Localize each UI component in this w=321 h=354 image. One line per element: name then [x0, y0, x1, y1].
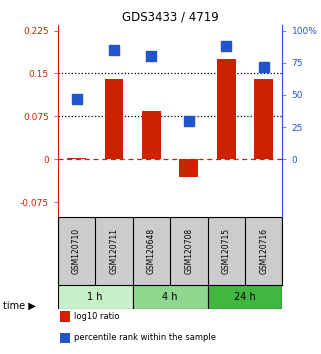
- Title: GDS3433 / 4719: GDS3433 / 4719: [122, 11, 219, 24]
- Bar: [133, 285, 208, 309]
- Text: GSM120711: GSM120711: [109, 228, 118, 274]
- Text: GSM120648: GSM120648: [147, 228, 156, 274]
- Bar: [60, 312, 70, 322]
- Point: [74, 96, 79, 102]
- Point: [186, 118, 191, 124]
- Bar: [60, 333, 70, 343]
- Text: log10 ratio: log10 ratio: [74, 312, 119, 321]
- Bar: [67, 158, 86, 159]
- Text: 1 h: 1 h: [88, 292, 103, 302]
- Text: GSM120715: GSM120715: [222, 228, 231, 274]
- Bar: [142, 111, 161, 159]
- Point: [261, 64, 266, 69]
- Bar: [208, 285, 282, 309]
- Text: percentile rank within the sample: percentile rank within the sample: [74, 333, 215, 342]
- Bar: [254, 79, 273, 159]
- Text: 24 h: 24 h: [234, 292, 256, 302]
- Text: 4 h: 4 h: [162, 292, 178, 302]
- Bar: [58, 285, 133, 309]
- Text: GSM120708: GSM120708: [184, 228, 193, 274]
- Point: [149, 53, 154, 59]
- Point: [224, 43, 229, 49]
- Bar: [179, 159, 198, 177]
- Text: GSM120710: GSM120710: [72, 228, 81, 274]
- Bar: [217, 59, 236, 159]
- Point: [111, 47, 117, 53]
- Bar: [105, 79, 123, 159]
- Text: GSM120716: GSM120716: [259, 228, 268, 274]
- Text: time ▶: time ▶: [3, 301, 36, 311]
